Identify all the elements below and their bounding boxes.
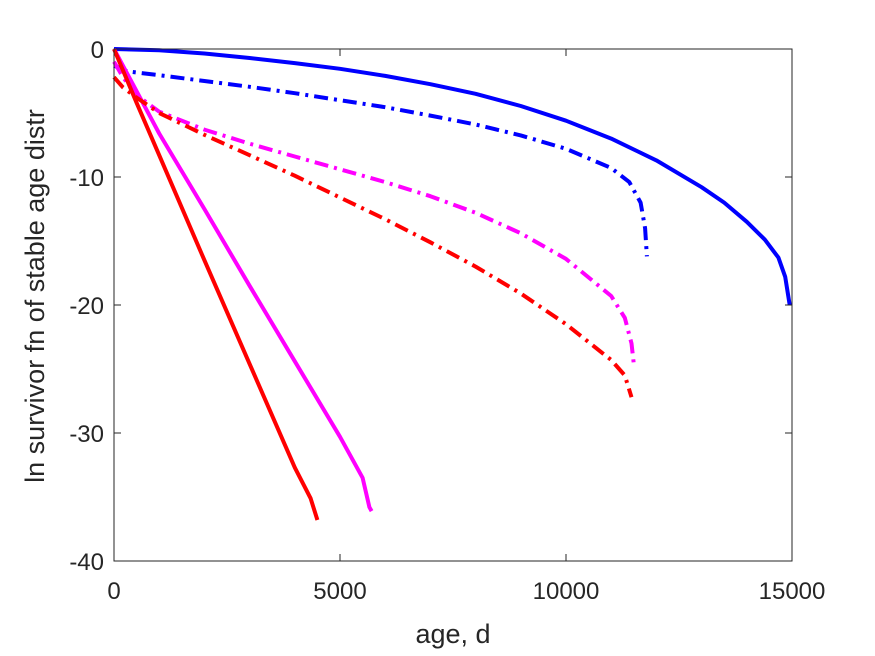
x-tick-label: 15000 — [759, 578, 826, 605]
x-tick-label: 0 — [107, 578, 120, 605]
y-tick-label: 0 — [91, 37, 104, 64]
series-line-5 — [112, 48, 320, 521]
y-tick-label: -30 — [69, 421, 104, 448]
series-line-3 — [112, 48, 374, 513]
tick-layer: 0 5000 10000 15000 0 -10 -20 -30 -40 — [69, 37, 825, 605]
series-layer — [112, 47, 792, 521]
y-tick-label: -10 — [69, 165, 104, 192]
series-line-6 — [112, 75, 634, 398]
series-line-2 — [113, 63, 649, 257]
plot-area — [114, 49, 792, 561]
y-tick-label: -20 — [69, 293, 104, 320]
x-tick-label: 5000 — [313, 578, 366, 605]
series-line-1 — [113, 47, 792, 306]
y-axis-label: ln survivor fn of stable age distr — [20, 109, 50, 483]
x-axis-label: age, d — [415, 619, 490, 649]
series-line-4 — [112, 60, 636, 365]
y-tick-label: -40 — [69, 549, 104, 576]
x-tick-label: 10000 — [533, 578, 600, 605]
